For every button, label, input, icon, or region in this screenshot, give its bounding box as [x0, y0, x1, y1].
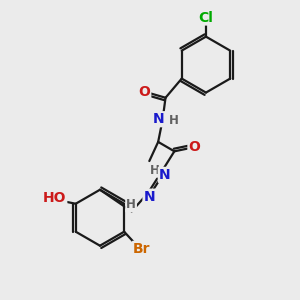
Text: Cl: Cl: [199, 11, 213, 25]
Text: H: H: [169, 114, 179, 127]
Text: O: O: [188, 140, 200, 154]
Text: HO: HO: [43, 191, 66, 206]
Text: N: N: [159, 168, 170, 182]
Text: N: N: [153, 112, 165, 126]
Text: H: H: [126, 198, 136, 212]
Text: H: H: [150, 164, 160, 177]
Text: N: N: [143, 190, 155, 204]
Text: O: O: [138, 85, 150, 99]
Text: Br: Br: [133, 242, 151, 256]
